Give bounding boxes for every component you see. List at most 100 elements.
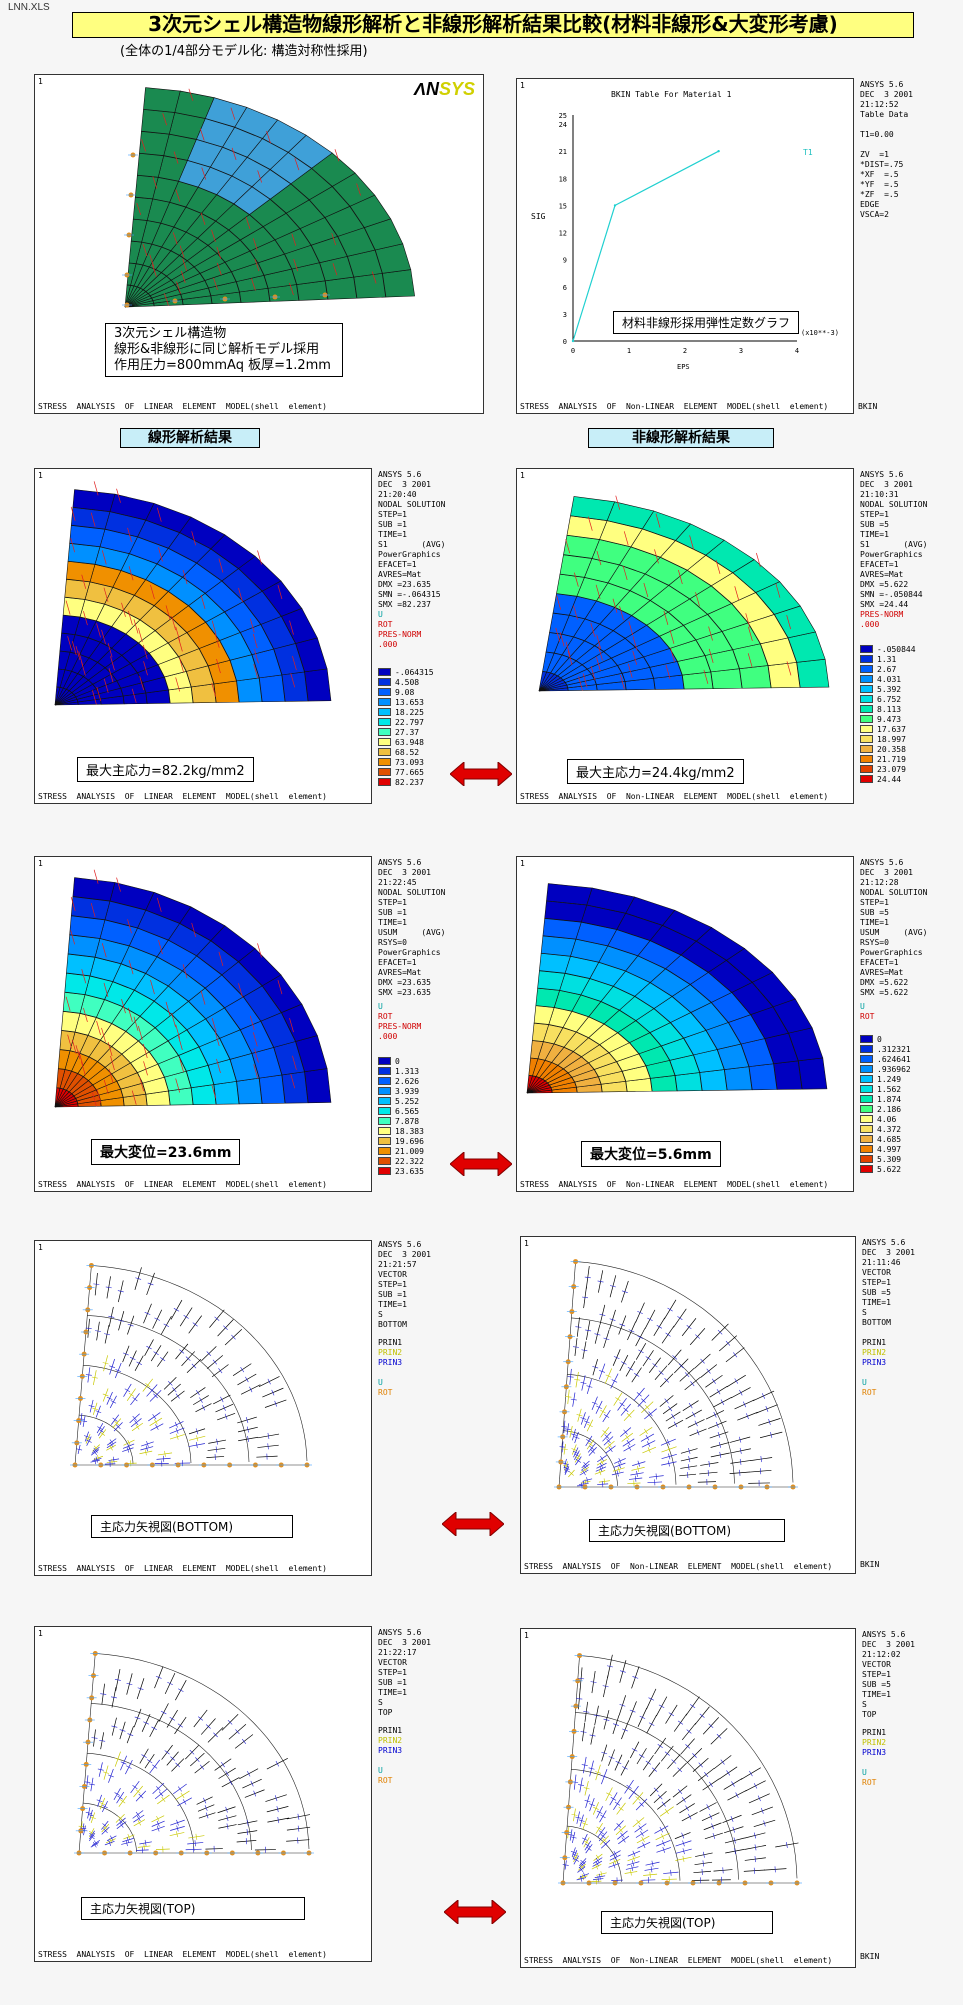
- pressure-arrow: [92, 1092, 97, 1107]
- principal-vector: [104, 1333, 111, 1336]
- legend-entry: .936962: [860, 1064, 911, 1074]
- legend-entry: 68.52: [378, 747, 434, 757]
- principal-vector: [572, 1450, 579, 1454]
- legend-value: 77.665: [395, 767, 424, 777]
- pressure-arrow: [199, 128, 205, 141]
- vec-bottom-nonlinear-caption: 主応力矢視図(BOTTOM): [589, 1519, 785, 1542]
- principal-vector: [628, 1329, 635, 1333]
- principal-vector: [109, 1365, 116, 1368]
- model-mesh-figure: [122, 87, 415, 308]
- principal-vector: [581, 1874, 585, 1881]
- pressure-arrow: [173, 151, 179, 164]
- pressure-arrow: [371, 271, 377, 284]
- mesh-element: [281, 671, 309, 702]
- principal-vector: [103, 1771, 109, 1774]
- pressure-arrows: [136, 88, 377, 306]
- principal-vector: [704, 1771, 709, 1778]
- principal-vector: [195, 1442, 198, 1449]
- principal-vector: [95, 1456, 98, 1463]
- principal-vector: [191, 1363, 197, 1369]
- legend-swatch: [378, 1147, 391, 1155]
- usum-nonlinear-contour: [526, 883, 828, 1094]
- principal-vector: [127, 1833, 131, 1840]
- principal-vector: [110, 1696, 117, 1699]
- pressure-arrow: [218, 558, 224, 573]
- mesh-element: [72, 489, 116, 512]
- y-tick-label: 0: [563, 338, 567, 346]
- legend-value: .936962: [877, 1064, 911, 1074]
- y-tick-label: 9: [563, 257, 567, 265]
- principal-vector: [126, 1446, 130, 1453]
- principal-vector: [682, 1840, 685, 1847]
- principal-vector: [614, 1801, 621, 1806]
- principal-vector: [706, 1804, 710, 1810]
- panel-index: 1: [524, 1239, 529, 1248]
- legend-value: 5.392: [877, 684, 902, 694]
- compare-arrow: [442, 1512, 504, 1536]
- principal-vector: [618, 1806, 624, 1811]
- principal-vector: [590, 1449, 596, 1454]
- outline-arc: [575, 1712, 739, 1880]
- principal-vector: [603, 1337, 610, 1341]
- principal-vector: [618, 1462, 621, 1469]
- principal-vector: [135, 1277, 142, 1280]
- principal-vector: [596, 1826, 602, 1831]
- principal-vector: [622, 1728, 628, 1732]
- principal-vector: [183, 1315, 189, 1319]
- x-tick-label: 3: [739, 347, 743, 355]
- principal-vector: [197, 1716, 204, 1721]
- legend-entry: 2.67: [860, 664, 916, 674]
- principal-vector: [124, 1388, 131, 1393]
- panel-footer: STRESS ANALYSIS OF Non-LINEAR ELEMENT MO…: [524, 1956, 833, 1965]
- vec-bottom-nonlinear-plot: [554, 1259, 798, 1490]
- pressure-arrow: [137, 627, 143, 643]
- principal-vector: [201, 1404, 206, 1411]
- principal-vector: [144, 1312, 151, 1315]
- principal-vector: [225, 1806, 228, 1813]
- principal-vector: [673, 1421, 678, 1428]
- pressure-arrow: [70, 538, 76, 553]
- principal-vector: [135, 1811, 140, 1817]
- legend-value: 4.685: [877, 1134, 902, 1144]
- principal-vector: [584, 1276, 591, 1279]
- pressure-arrow: [128, 610, 133, 626]
- principal-vector: [564, 1469, 570, 1473]
- legend-value: 9.473: [877, 714, 902, 724]
- pressure-arrow: [96, 686, 102, 702]
- pressure-arrow: [211, 620, 217, 635]
- principal-vector: [245, 1417, 249, 1423]
- principal-vector: [160, 1710, 167, 1715]
- panel-footer: STRESS ANALYSIS OF LINEAR ELEMENT MODEL(…: [38, 1180, 327, 1189]
- principal-vector: [114, 1792, 120, 1796]
- pressure-arrow: [622, 565, 628, 581]
- principal-vector: [664, 1751, 670, 1756]
- y-tick-label: 25: [559, 112, 567, 120]
- principal-vector: [156, 1786, 161, 1791]
- principal-vector: [598, 1469, 602, 1476]
- principal-vector: [664, 1808, 669, 1815]
- usum-linear-markers: U ROT PRES-NORM .000: [378, 1002, 422, 1041]
- legend-swatch: [860, 1115, 873, 1123]
- pressure-arrow: [128, 566, 134, 581]
- principal-vector: [638, 1349, 644, 1354]
- principal-vector: [639, 1802, 644, 1807]
- legend-swatch: [860, 1085, 873, 1093]
- principal-vector: [163, 1323, 170, 1328]
- principal-vector: [277, 1817, 280, 1824]
- legend-swatch: [378, 758, 391, 766]
- file-name: LNN.XLS: [8, 2, 50, 13]
- principal-vector: [118, 1819, 124, 1825]
- pressure-arrow: [715, 559, 721, 574]
- page-subtitle: (全体の1/4部分モデル化: 構造対称性採用): [120, 44, 368, 59]
- legend-swatch: [378, 1157, 391, 1165]
- x-tick-label: 2: [683, 347, 687, 355]
- principal-vector: [212, 1359, 218, 1365]
- principal-vector: [176, 1831, 178, 1838]
- principal-vector: [763, 1820, 766, 1827]
- mesh-element: [66, 561, 96, 583]
- pressure-arrow: [689, 535, 694, 550]
- pressure-arrow: [596, 634, 602, 649]
- panel-footer: STRESS ANALYSIS OF Non-LINEAR ELEMENT MO…: [524, 1562, 833, 1571]
- legend-swatch: [860, 745, 873, 753]
- principal-vector: [154, 1317, 161, 1321]
